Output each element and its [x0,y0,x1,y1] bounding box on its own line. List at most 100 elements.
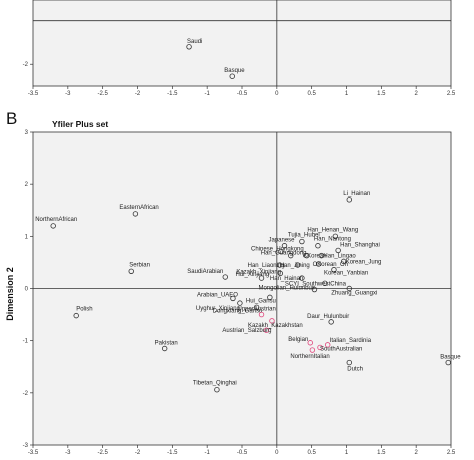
data-point [277,270,284,277]
data-point-label: Korean_Yanbian [324,271,368,277]
x-tick-label: -2.5 [97,450,108,456]
data-point-label: Chinese_Hongkong [251,246,304,252]
data-point-label: Pakistan [155,340,178,346]
data-point-label: Han_Henan_Wang [307,227,358,233]
x-tick-label: 2 [414,91,418,97]
data-point-label: SouthAustralian [320,346,362,352]
data-point [445,359,451,366]
x-tick-label: -2 [135,91,141,97]
data-point [258,275,265,281]
data-point [229,73,235,79]
x-tick-label: 2.5 [447,91,456,97]
data-point [278,248,284,255]
x-tick-label: 2 [414,450,418,456]
data-point [318,252,325,259]
data-point-label: Saudi [187,39,202,45]
panel-b: B Yfiler Plus set Dimension 2 -3.5 -3 -2.5… [5,109,461,456]
data-point [263,327,270,333]
data-point-label: SaudiArabian [187,269,223,275]
data-point [230,295,236,302]
x-tick-label: -3 [65,450,71,456]
data-point [73,312,79,319]
data-point-label: Hui_Xinjiang [236,272,270,278]
data-point [324,342,331,348]
data-point-label: Dongxiang_Gansu [213,308,263,314]
panel-b-points: Li_Hainan Han_Henan_Wang EasternAfrican Nor… [35,191,461,393]
data-point-label: Kazakh_Kazakhstan [248,323,303,329]
panel-a-plot-area [32,0,452,87]
data-point [132,211,139,217]
data-point [341,258,347,265]
data-point-label: Han_Jining [280,263,310,269]
data-point-label: Mongolian_Hulunbuir [258,286,315,292]
data-point [315,243,321,249]
data-point-label: Daur_Hulunbuir [307,314,349,320]
data-point [128,268,134,274]
x-tick-label: -1 [204,450,210,456]
data-point-label: NorthernAfrican [35,217,77,223]
data-point [214,387,220,393]
data-point-label: Belgian [288,337,308,343]
data-point-label: Serbian [129,262,150,268]
x-tick-label: -1.5 [167,450,178,456]
data-point-label: Tibetan_Qinghai [193,381,237,387]
x-tick-label: -2.5 [97,91,108,97]
data-point [288,252,294,259]
data-point [299,238,305,245]
y-tick-label: 2 [25,182,29,188]
x-tick-label: 1 [345,91,349,97]
y-tick-label: -2 [23,62,29,68]
data-point-label: Han_Shanghai [340,242,380,248]
data-point [295,262,301,268]
data-point [299,275,305,281]
y-tick-label: 0 [25,287,29,293]
x-tick-label: 0.5 [307,450,316,456]
x-tick-label: -3.5 [28,450,39,456]
data-point-label: Kazakh_Xinjiang [236,269,281,275]
data-point-label: OKorean_Oh [313,262,348,268]
data-point [331,267,337,273]
data-point-label: NorthernItalian [290,354,329,360]
x-tick-label: -0.5 [237,91,248,97]
data-point-label: Zhuang_Guangxi [331,291,377,297]
panel-b-title: Yfiler Plus set [52,119,108,129]
data-point-label: Polish [76,307,92,313]
data-point [222,274,228,280]
data-point [307,340,313,346]
data-point [276,262,283,268]
data-point [315,261,322,267]
x-tick-label: -1 [204,91,210,97]
data-point [253,304,260,310]
x-tick-label: -1.5 [167,91,178,97]
data-point [346,359,352,366]
data-point [332,233,339,240]
data-point-label: Li_Hainan [343,191,370,197]
data-point-label: UpperAustrian [238,307,276,313]
x-tick-label: 0 [275,91,279,97]
panel-b-ticks: -3.5 -3 -2.5 -2 -1.5 -1 -0.5 0 0.5 1 1.5 2 2.5-3-2-1… [23,130,456,456]
y-tick-label: 1 [25,234,29,240]
data-point [186,44,192,50]
data-point-label: Austrian_Salzburg [222,328,271,334]
data-point-label: Han_Liaoning [248,263,285,269]
data-point [304,252,310,259]
data-point-label: Tujia_Hubei [288,233,320,239]
data-point [161,345,168,352]
data-point-label: Basque [440,355,461,361]
data-point-label: EasternAfrican [119,205,158,211]
data-point [328,319,334,325]
data-point-label: CKorean [303,254,327,260]
y-tick-label: -1 [23,339,29,345]
panel-a-points: Saudi Basque [186,39,245,79]
data-point-label: Uyghur_Xinjiang [196,306,240,312]
x-tick-label: 1.5 [377,91,386,97]
data-point-label: Italian_Sardinia [330,338,372,344]
x-tick-label: -2 [135,450,141,456]
x-tick-label: 2.5 [447,450,456,456]
data-point-label: Basque [224,68,245,74]
data-point [335,247,341,254]
x-tick-label: 1 [345,450,349,456]
y-tick-label: 3 [25,130,29,136]
x-tick-label: 1.5 [377,450,386,456]
